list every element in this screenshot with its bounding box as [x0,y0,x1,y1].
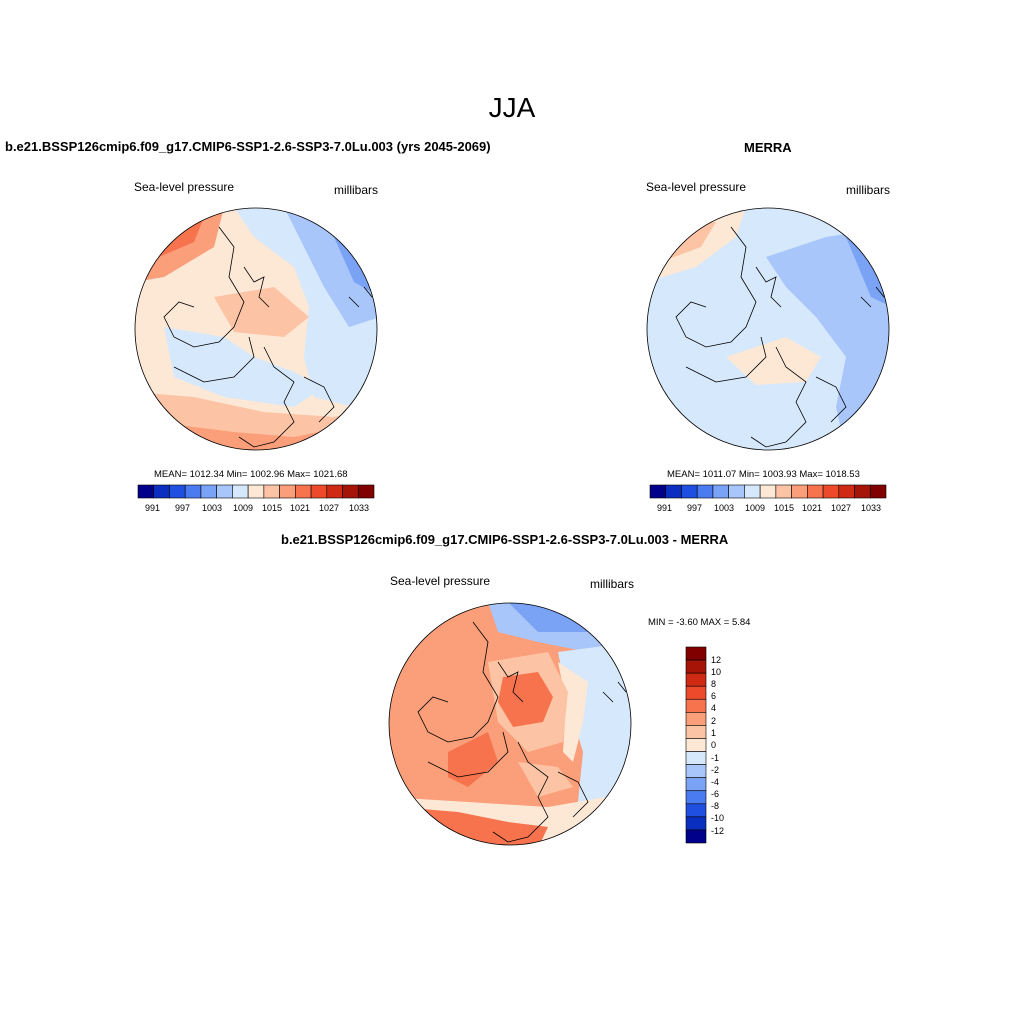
panel-3-tick: 2 [711,716,717,726]
panel-1-units-label: millibars [334,183,379,197]
colorbar-swatch [681,484,698,499]
panel-3-tick: -6 [711,789,720,799]
panel-3-tick: 10 [711,667,722,677]
colorbar-swatch [685,790,707,805]
figure-title: JJA [488,92,536,123]
panel-3-tick: -10 [711,813,725,823]
panel-2-tick: 997 [687,503,703,513]
colorbar-swatch [685,751,707,765]
panel-1-tick: 1009 [233,503,254,513]
colorbar-swatch [685,659,707,674]
panel-3-title: b.e21.BSSP126cmip6.f09_g17.CMIP6-SSP1-2.… [281,532,729,547]
colorbar-swatch [326,484,343,499]
colorbar-swatch [153,484,170,499]
colorbar-swatch [200,484,217,499]
panel-1-stats: MEAN= 1012.34 Min= 1002.96 Max= 1021.68 [154,469,348,480]
panel-2-tick: 1015 [774,503,795,513]
panel-3-stats: MIN = -3.60 MAX = 5.84 [648,617,751,628]
colorbar-swatch [685,738,707,752]
panel-1-variable-label: Sea-level pressure [134,180,235,194]
colorbar-swatch [696,484,714,499]
colorbar-swatch [685,816,707,831]
colorbar-swatch [295,484,312,499]
panel-2-stats: MEAN= 1011.07 Min= 1003.93 Max= 1018.53 [667,469,860,480]
colorbar-swatch [685,725,707,739]
panel-3-variable-label: Sea-level pressure [390,574,491,588]
panel-1-colorbar [137,484,375,499]
colorbar-swatch [822,484,840,499]
panel-1-polar-map [134,207,378,451]
colorbar-swatch [232,484,249,499]
panel-3-tick: 6 [711,691,717,701]
colorbar-swatch [744,484,761,499]
panel-3-polar-map [388,602,632,846]
panel-3-tick: 1 [711,728,717,738]
panel-2-tick: 1021 [802,503,823,513]
panel-2-variable-label: Sea-level pressure [646,180,747,194]
colorbar-swatch [791,484,808,499]
colorbar-swatch [685,685,707,700]
colorbar-swatch [854,484,871,499]
colorbar-swatch [807,484,824,499]
colorbar-swatch [685,672,707,687]
panel-2-tick: 991 [657,503,673,513]
colorbar-swatch [169,484,186,499]
panel-1-tick: 997 [175,503,191,513]
colorbar-swatch [685,829,707,844]
panel-2-colorbar [649,484,887,499]
panel-1-title: b.e21.BSSP126cmip6.f09_g17.CMIP6-SSP1-2.… [5,139,491,154]
colorbar-swatch [310,484,328,499]
colorbar-swatch [184,484,202,499]
panel-2-tick: 1003 [714,503,735,513]
panel-3-tick: -4 [711,777,720,787]
colorbar-swatch [759,484,777,499]
panel-1-tick: 1003 [202,503,223,513]
colorbar-swatch [685,803,707,818]
panel-1-tick: 1021 [290,503,311,513]
panel-2-tick: 1027 [831,503,852,513]
panel-2-polar-map [646,207,890,451]
panel-2-tick: 1033 [861,503,882,513]
panel-2-units-label: millibars [846,183,891,197]
colorbar-swatch [728,484,745,499]
colorbar-swatch [216,484,233,499]
colorbar-swatch [685,712,707,726]
panel-3-tick: 0 [711,740,717,750]
panel-3-tick: -1 [711,753,720,763]
colorbar-swatch [665,484,682,499]
panel-2-tick: 1009 [745,503,766,513]
colorbar-swatch [342,484,359,499]
colorbar-swatch [775,484,792,499]
panel-3-tick: 12 [711,655,722,665]
panel-3-tick: 4 [711,703,717,713]
panel-3-colorbar [685,646,707,844]
panel-3-units-label: millibars [590,577,635,591]
colorbar-swatch [357,484,375,499]
colorbar-swatch [685,764,707,778]
panel-2-title: MERRA [744,140,792,155]
colorbar-swatch [649,484,667,499]
colorbar-swatch [263,484,280,499]
colorbar-swatch [279,484,296,499]
panel-3-tick: -2 [711,765,720,775]
panel-1-tick: 1027 [319,503,340,513]
colorbar-swatch [869,484,887,499]
colorbar-swatch [685,777,707,792]
colorbar-swatch [137,484,155,499]
panel-3-tick: 8 [711,679,717,689]
panel-1-tick: 1015 [262,503,283,513]
colorbar-swatch [247,484,265,499]
panel-3-tick: -8 [711,801,720,811]
colorbar-swatch [685,698,707,713]
panel-1-tick: 1033 [349,503,370,513]
panel-1-tick: 991 [145,503,161,513]
colorbar-swatch [685,646,707,661]
colorbar-swatch [712,484,729,499]
colorbar-swatch [838,484,855,499]
panel-3-tick: -12 [711,826,725,836]
